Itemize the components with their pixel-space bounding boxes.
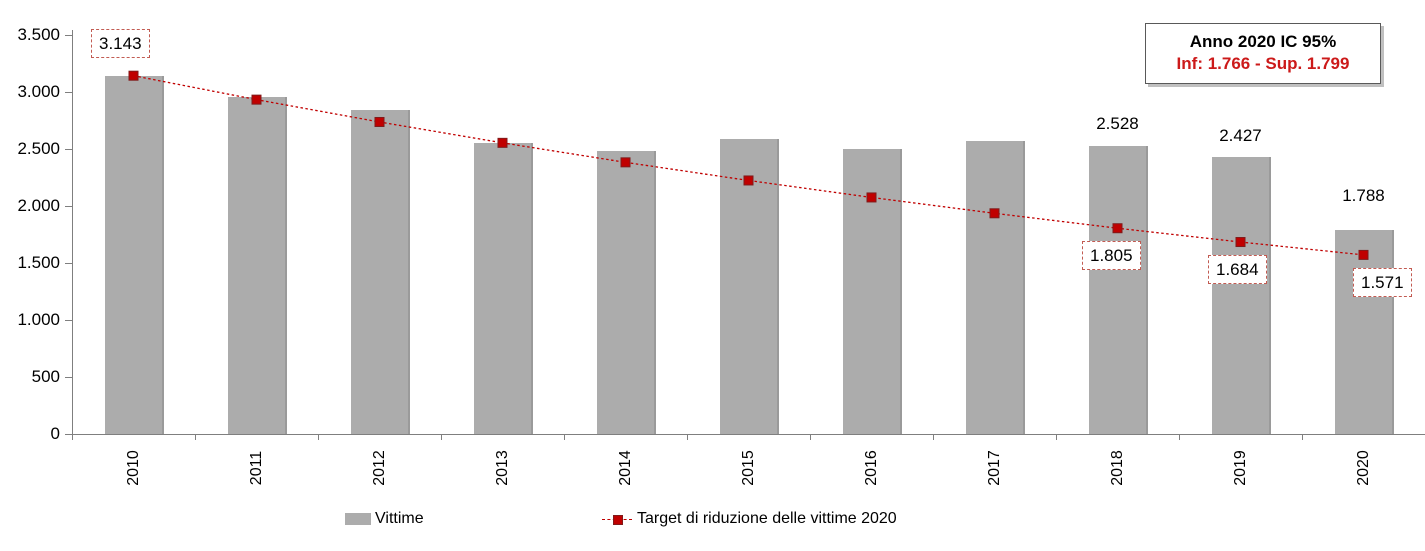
y-tick-label-2000: 2.000 [17,196,60,215]
target-marker-2018 [1112,223,1123,234]
x-label-2017: 2017 [985,450,1003,486]
bar-value-label-2019: 2.427 [1219,126,1262,146]
y-tick-label-2500: 2.500 [17,139,60,158]
target-marker-2017 [989,208,1000,219]
x-tick-mark-0 [72,434,73,440]
x-label-2019: 2019 [1231,450,1249,486]
target-box-label-2020: 1.571 [1353,267,1412,297]
target-box-label-2010: 3.143 [91,28,150,58]
y-tick-mark-2000 [65,206,73,207]
target-marker-2011 [251,94,262,105]
info-box-range: Inf: 1.766 - Sup. 1.799 [1176,54,1350,73]
legend-label-vittime: Vittime [375,510,424,527]
target-marker-2013 [497,137,508,148]
x-label-2013: 2013 [493,450,511,486]
target-marker-2019 [1235,237,1246,248]
info-box-title: Anno 2020 IC 95% [1189,32,1337,51]
bar-2020 [1335,230,1394,434]
x-tick-mark-10 [1302,434,1303,440]
y-tick-mark-0 [65,434,73,435]
legend-item-target: Target di riduzione delle vittime 2020 [602,509,897,529]
bar-2012 [351,110,410,434]
y-tick-label-3500: 3.500 [17,25,60,44]
bar-2010 [105,75,164,434]
x-label-2018: 2018 [1108,450,1126,486]
x-tick-mark-7 [933,434,934,440]
target-marker-2012 [374,116,385,127]
x-label-2015: 2015 [739,450,757,486]
x-tick-mark-6 [810,434,811,440]
y-tick-label-1500: 1.500 [17,253,60,272]
y-tick-label-1000: 1.000 [17,310,60,329]
y-tick-mark-3500 [65,35,73,36]
target-marker-2015 [743,175,754,186]
x-axis-line [72,434,1425,435]
target-box-label-2019: 1.684 [1208,255,1267,285]
x-tick-mark-5 [687,434,688,440]
x-label-2016: 2016 [862,450,880,486]
bar-2015 [720,139,779,434]
bar-2014 [597,150,656,434]
bar-2017 [966,141,1025,434]
bar-value-label-2020: 1.788 [1342,186,1385,206]
target-line [133,75,1364,256]
y-tick-label-0: 0 [50,424,60,443]
bar-2011 [228,97,287,434]
x-tick-mark-4 [564,434,565,440]
bar-value-label-2018: 2.528 [1096,113,1139,133]
target-marker-2016 [866,192,877,203]
x-tick-mark-1 [195,434,196,440]
x-tick-mark-3 [441,434,442,440]
x-tick-mark-8 [1056,434,1057,440]
x-tick-mark-2 [318,434,319,440]
y-tick-mark-1000 [65,320,73,321]
y-tick-mark-1500 [65,263,73,264]
bar-2018 [1089,145,1148,434]
x-label-2010: 2010 [124,450,142,486]
y-tick-mark-500 [65,377,73,378]
legend-label-target: Target di riduzione delle vittime 2020 [637,510,897,527]
x-label-2020: 2020 [1354,450,1372,486]
confidence-interval-box: Anno 2020 IC 95% Inf: 1.766 - Sup. 1.799 [1145,23,1381,84]
bar-2019 [1212,157,1271,434]
y-tick-mark-2500 [65,149,73,150]
x-tick-mark-9 [1179,434,1180,440]
x-label-2014: 2014 [616,450,634,486]
y-tick-label-3000: 3.000 [17,82,60,101]
x-label-2012: 2012 [370,450,388,486]
y-tick-mark-3000 [65,92,73,93]
y-tick-label-500: 500 [31,367,60,386]
legend-item-vittime: Vittime [345,509,424,529]
target-box-label-2018: 1.805 [1082,241,1141,271]
dashed-line-marker-icon [602,514,632,525]
target-marker-2010 [128,70,139,81]
bar-swatch-icon [345,513,371,525]
x-label-2011: 2011 [247,450,265,486]
target-marker-2014 [620,157,631,168]
target-marker-2020 [1358,249,1369,260]
y-axis-line [72,30,73,435]
bar-2013 [474,142,533,434]
